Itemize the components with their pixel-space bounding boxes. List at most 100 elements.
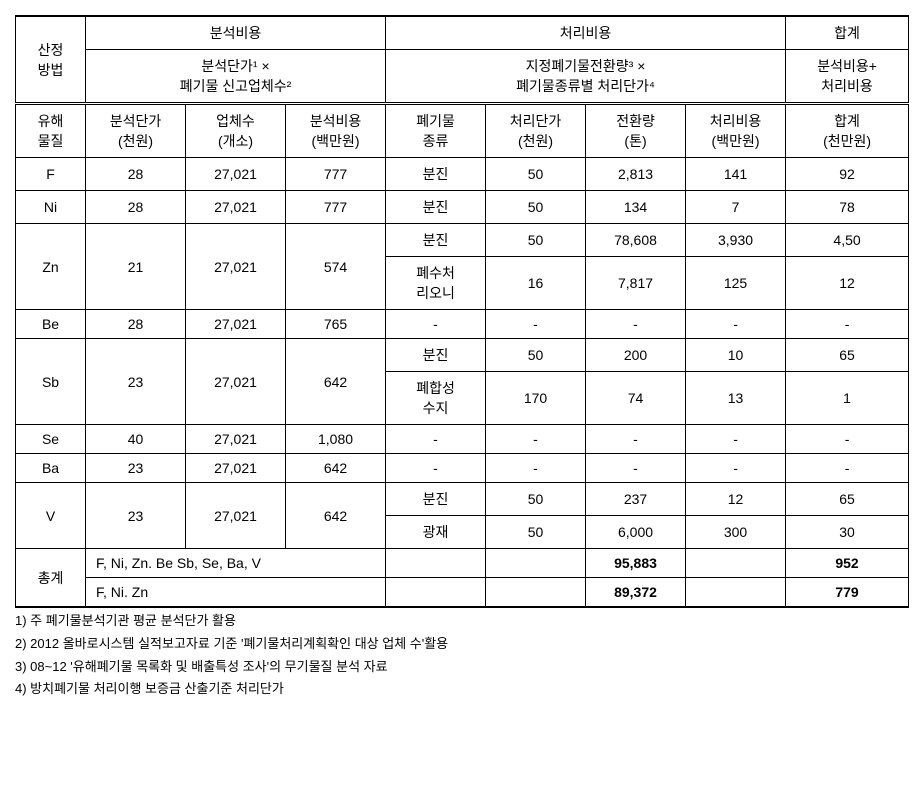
cell: 23 [86, 454, 186, 483]
table-row: Sb 23 27,021 642 분진 50 200 10 65 [16, 339, 909, 372]
cell: - [486, 454, 586, 483]
cell-total-sum: 779 [786, 578, 909, 608]
cell: 27,021 [186, 310, 286, 339]
cell: 125 [686, 257, 786, 310]
cell: 50 [486, 158, 586, 191]
cell: 642 [286, 483, 386, 549]
cell: 574 [286, 224, 386, 310]
cell-substance: Sb [16, 339, 86, 425]
cell-substance: Be [16, 310, 86, 339]
cell: 16 [486, 257, 586, 310]
header-group-treatment: 처리비용 [386, 16, 786, 50]
cell: 27,021 [186, 454, 286, 483]
cell: 10 [686, 339, 786, 372]
cell: - [486, 310, 586, 339]
cell: 92 [786, 158, 909, 191]
cell: - [686, 454, 786, 483]
cell: 27,021 [186, 191, 286, 224]
cell-substance: Ba [16, 454, 86, 483]
cell-total-sum: 952 [786, 549, 909, 578]
cell: - [786, 454, 909, 483]
cell: 777 [286, 158, 386, 191]
cell-total-conv: 95,883 [586, 549, 686, 578]
cell-substance: Ni [16, 191, 86, 224]
footnote-1: 1) 주 폐기물분석기관 평균 분석단가 활용 [15, 610, 908, 633]
cell-substance: V [16, 483, 86, 549]
cell-substance: Zn [16, 224, 86, 310]
table-row: F 28 27,021 777 분진 50 2,813 141 92 [16, 158, 909, 191]
cell: 777 [286, 191, 386, 224]
col-conversion: 전환량(톤) [586, 104, 686, 158]
cell: 1 [786, 372, 909, 425]
cell: 141 [686, 158, 786, 191]
table-row: Zn 21 27,021 574 분진 50 78,608 3,930 4,50 [16, 224, 909, 257]
col-total: 합계(천만원) [786, 104, 909, 158]
cell-total-desc: F, Ni, Zn. Be Sb, Se, Ba, V [86, 549, 386, 578]
cell: 분진 [386, 191, 486, 224]
cell: 23 [86, 483, 186, 549]
cell: - [586, 310, 686, 339]
cell [386, 578, 486, 608]
cell: 40 [86, 425, 186, 454]
cell: 78 [786, 191, 909, 224]
cell: 765 [286, 310, 386, 339]
cell: 28 [86, 310, 186, 339]
cell: 분진 [386, 158, 486, 191]
cell: 12 [786, 257, 909, 310]
table-row-total: F, Ni. Zn 89,372 779 [16, 578, 909, 608]
cell: 28 [86, 158, 186, 191]
cell: - [386, 425, 486, 454]
cell: 21 [86, 224, 186, 310]
table-row: Ni 28 27,021 777 분진 50 134 7 78 [16, 191, 909, 224]
cell: 50 [486, 224, 586, 257]
cell-substance: F [16, 158, 86, 191]
cell: 65 [786, 483, 909, 516]
cell: 27,021 [186, 158, 286, 191]
cell: 7,817 [586, 257, 686, 310]
cell: 4,50 [786, 224, 909, 257]
table-row-total: 총계 F, Ni, Zn. Be Sb, Se, Ba, V 95,883 95… [16, 549, 909, 578]
header-group-analysis: 분석비용 [86, 16, 386, 50]
cell: - [586, 425, 686, 454]
cell: 50 [486, 191, 586, 224]
cell: 27,021 [186, 483, 286, 549]
cell: 30 [786, 516, 909, 549]
cell-total-label: 총계 [16, 549, 86, 608]
cell: 7 [686, 191, 786, 224]
cell-substance: Se [16, 425, 86, 454]
footnote-2: 2) 2012 올바로시스템 실적보고자료 기준 '폐기물처리계획확인 대상 업… [15, 633, 908, 656]
cell: - [786, 310, 909, 339]
cell: 50 [486, 339, 586, 372]
cell: 12 [686, 483, 786, 516]
cell [486, 549, 586, 578]
cell [686, 549, 786, 578]
col-substance: 유해물질 [16, 104, 86, 158]
cell-total-conv: 89,372 [586, 578, 686, 608]
footnotes: 1) 주 폐기물분석기관 평균 분석단가 활용 2) 2012 올바로시스템 실… [15, 610, 908, 701]
col-analysis-cost: 분석비용(백만원) [286, 104, 386, 158]
table-row: Ba 23 27,021 642 - - - - - [16, 454, 909, 483]
cell: 65 [786, 339, 909, 372]
cell: - [386, 310, 486, 339]
col-treatment-price: 처리단가(천원) [486, 104, 586, 158]
cell: 27,021 [186, 224, 286, 310]
cell: 23 [86, 339, 186, 425]
table-row: Se 40 27,021 1,080 - - - - - [16, 425, 909, 454]
cell: 3,930 [686, 224, 786, 257]
col-companies: 업체수(개소) [186, 104, 286, 158]
cell: 50 [486, 516, 586, 549]
cost-estimation-table: 산정방법 분석비용 처리비용 합계 분석단가¹ ×폐기물 신고업체수² 지정폐기… [15, 15, 909, 608]
cell: 분진 [386, 224, 486, 257]
header-formula-treatment: 지정폐기물전환량³ ×폐기물종류별 처리단가⁴ [386, 50, 786, 104]
col-waste-type: 폐기물종류 [386, 104, 486, 158]
cell: - [386, 454, 486, 483]
col-unit-price: 분석단가(천원) [86, 104, 186, 158]
cell: 분진 [386, 339, 486, 372]
cell: - [486, 425, 586, 454]
col-treatment-cost: 처리비용(백만원) [686, 104, 786, 158]
cell: 광재 [386, 516, 486, 549]
cell: 300 [686, 516, 786, 549]
cell: 74 [586, 372, 686, 425]
cell: 200 [586, 339, 686, 372]
cell: 2,813 [586, 158, 686, 191]
